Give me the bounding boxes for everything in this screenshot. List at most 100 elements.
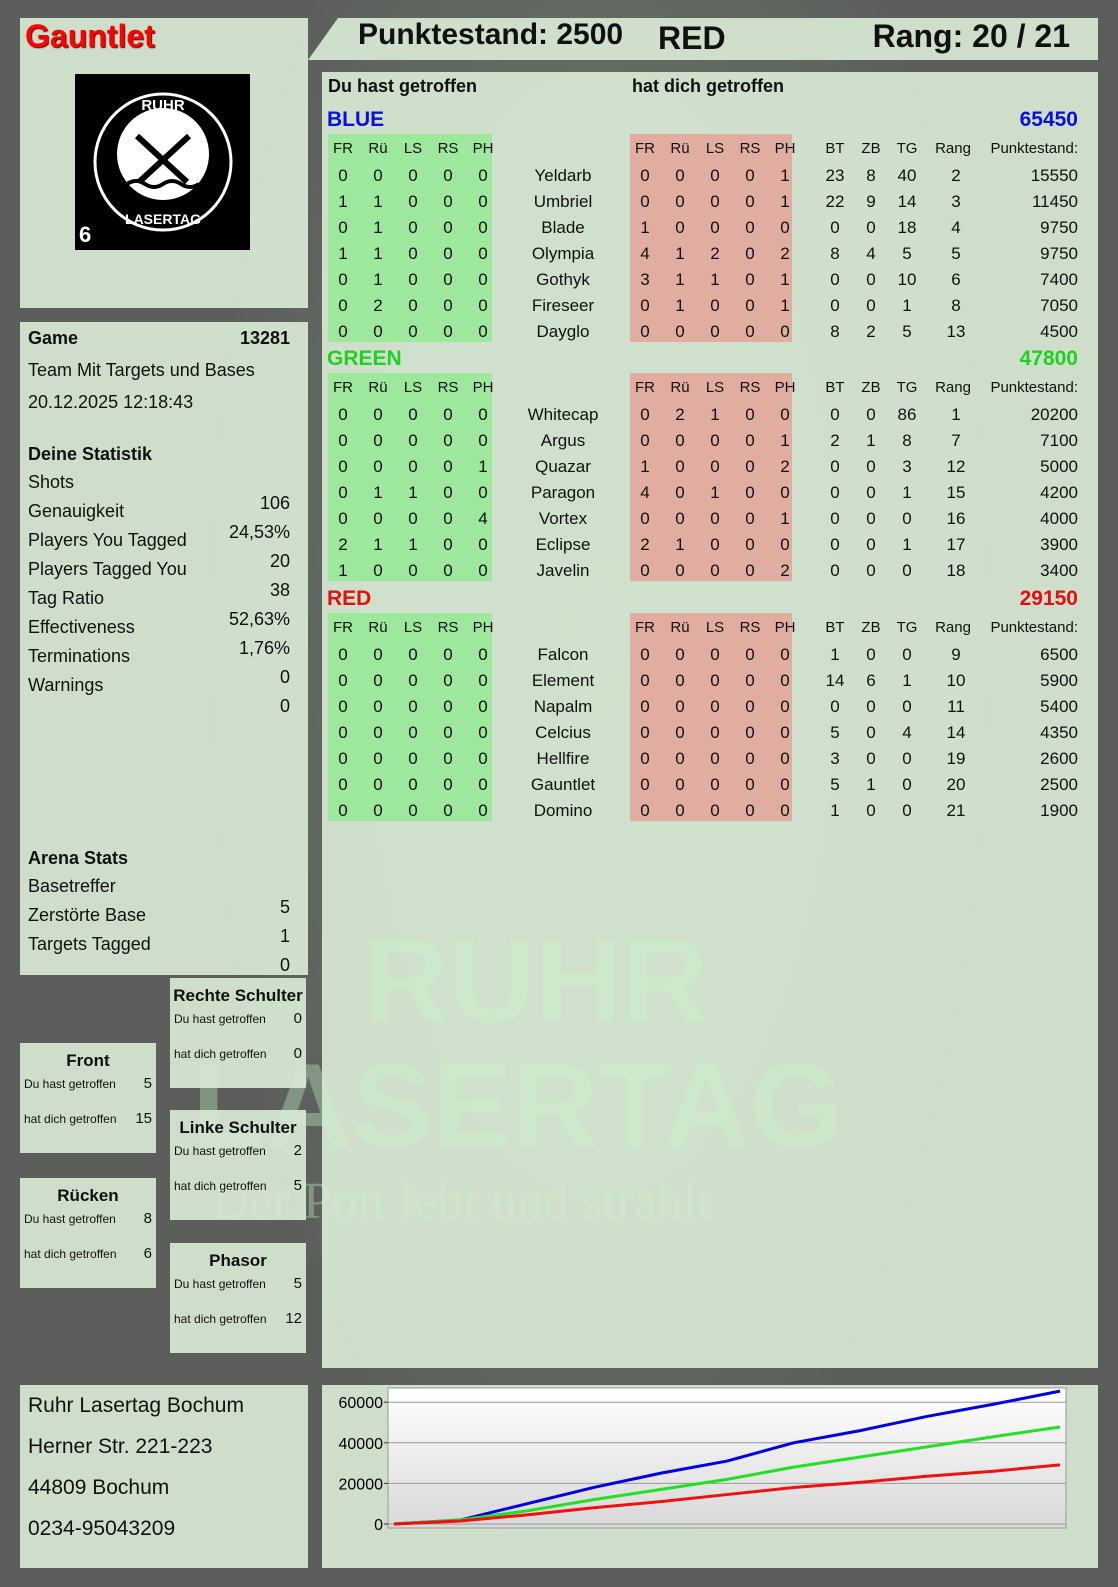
col-header: RS xyxy=(437,140,459,157)
player-score: 5400 xyxy=(1040,697,1078,716)
stat-row: Shots 106 xyxy=(28,472,290,513)
stat-cell: 1 xyxy=(830,801,840,820)
stat-cell: 0 xyxy=(866,270,876,289)
hit-you-cell: 0 xyxy=(745,801,755,820)
stat-value: 0 xyxy=(279,667,290,687)
col-header: PH xyxy=(472,379,494,396)
hit-you-cell: 3 xyxy=(640,270,650,289)
hit-you-cell: 0 xyxy=(675,801,685,820)
stat-cell: 0 xyxy=(830,218,840,237)
hit-you-cell: 0 xyxy=(745,218,755,237)
col-header: Rü xyxy=(670,619,690,636)
hit-you-cell: 0 xyxy=(780,775,790,794)
stat-cell: 0 xyxy=(902,509,912,528)
you-hit-cell: 0 xyxy=(373,509,383,528)
zone-hit-label: Du hast getroffen xyxy=(24,1077,116,1091)
hit-you-cell: 1 xyxy=(640,457,650,476)
hit-you-cell: 0 xyxy=(780,535,790,554)
table-row: 0 0 0 0 0 Element 0 0 0 0 0 14 6 1 10 5900 xyxy=(322,669,1098,695)
hit-you-cell: 0 xyxy=(675,723,685,742)
hit-you-cell: 0 xyxy=(745,483,755,502)
you-hit-cell: 0 xyxy=(338,296,348,315)
hit-you-cell: 0 xyxy=(780,723,790,742)
you-hit-cell: 0 xyxy=(443,296,453,315)
stat-value: 0 xyxy=(279,696,290,716)
player-name: Javelin xyxy=(536,561,590,580)
hit-you-cell: 2 xyxy=(780,561,790,580)
hit-you-cell: 0 xyxy=(710,723,720,742)
hit-you-cell: 0 xyxy=(640,645,650,664)
zone-hit-value: 5 xyxy=(293,1275,302,1292)
table-row: 0 1 0 0 0 Gothyk 3 1 1 0 1 0 0 10 6 7400 xyxy=(322,268,1098,294)
stat-cell: 4 xyxy=(866,244,876,263)
team-name: RED xyxy=(327,587,372,610)
zone-hit-label: Du hast getroffen xyxy=(174,1012,266,1026)
stat-cell: 1 xyxy=(902,535,912,554)
stat-value: 24,53% xyxy=(228,522,290,542)
zone-got-label: hat dich getroffen xyxy=(24,1247,117,1261)
stat-cell: 7 xyxy=(951,431,961,450)
series-line xyxy=(393,1425,1061,1526)
you-hit-cell: 0 xyxy=(478,671,488,690)
col-header: RS xyxy=(739,619,761,636)
you-hit-cell: 0 xyxy=(338,431,348,450)
player-name: Fireseer xyxy=(531,296,595,315)
you-hit-cell: 0 xyxy=(338,457,348,476)
zone-hit-value: 8 xyxy=(143,1210,152,1227)
you-hit-cell: 0 xyxy=(408,723,418,742)
you-hit-cell: 0 xyxy=(478,645,488,664)
hit-you-cell: 0 xyxy=(780,483,790,502)
hit-you-cell: 0 xyxy=(675,192,685,211)
arena-row: Zerstörte Base 1 xyxy=(28,905,290,946)
you-hit-cell: 0 xyxy=(338,671,348,690)
you-hit-cell: 0 xyxy=(408,749,418,768)
player-score: 9750 xyxy=(1040,218,1078,237)
zone-got-value: 6 xyxy=(143,1245,152,1262)
hit-you-cell: 0 xyxy=(675,749,685,768)
you-hit-cell: 0 xyxy=(408,645,418,664)
player-name: Gauntlet xyxy=(25,18,155,54)
stat-label: Players You Tagged xyxy=(28,530,187,550)
table-row: 1 1 0 0 0 Umbriel 0 0 0 0 1 22 9 14 3 11450 xyxy=(322,190,1098,216)
col-header: FR xyxy=(635,619,655,636)
hit-you-cell: 0 xyxy=(780,645,790,664)
stat-cell: 2 xyxy=(951,166,961,185)
watermark-ruhr: RUHR xyxy=(362,914,709,1048)
table-row: 0 0 0 0 1 Quazar 1 0 0 0 2 0 0 3 12 5000 xyxy=(322,455,1098,481)
hit-you-cell: 2 xyxy=(675,405,685,424)
hit-you-cell: 0 xyxy=(675,431,685,450)
stat-cell: 9 xyxy=(866,192,876,211)
you-hit-cell: 0 xyxy=(338,775,348,794)
stat-value: 20 xyxy=(269,551,290,571)
hit-you-cell: 0 xyxy=(675,166,685,185)
hit-you-cell: 4 xyxy=(640,483,650,502)
zone-title: Linke Schulter xyxy=(179,1118,297,1137)
hit-you-cell: 0 xyxy=(640,561,650,580)
stat-cell: 1 xyxy=(902,296,912,315)
player-name: Argus xyxy=(540,431,586,450)
player-score: 9750 xyxy=(1040,244,1078,263)
stat-cell: 4 xyxy=(902,723,912,742)
you-hit-cell: 1 xyxy=(373,270,383,289)
hit-you-cell: 1 xyxy=(675,270,685,289)
hit-you-cell: 0 xyxy=(780,697,790,716)
player-score: 3900 xyxy=(1040,535,1078,554)
you-hit-cell: 4 xyxy=(478,509,488,528)
hit-you-cell: 0 xyxy=(710,431,720,450)
you-hit-cell: 0 xyxy=(338,697,348,716)
col-header-score: Punktestand: xyxy=(990,379,1078,396)
you-hit-cell: 2 xyxy=(338,535,348,554)
stat-cell: 5 xyxy=(902,322,912,341)
col-header: Rang xyxy=(935,379,971,396)
stat-cell: 0 xyxy=(866,535,876,554)
player-score: 5900 xyxy=(1040,671,1078,690)
zone-title: Phasor xyxy=(209,1251,267,1270)
hit-you-cell: 0 xyxy=(745,749,755,768)
zone-hit-label: Du hast getroffen xyxy=(24,1212,116,1226)
you-hit-cell: 0 xyxy=(338,270,348,289)
stat-label: Genauigkeit xyxy=(28,501,125,521)
col-header: LS xyxy=(403,619,423,636)
zone-got-label: hat dich getroffen xyxy=(24,1112,117,1126)
hit-zone-r-cken: Rücken Du hast getroffen 8 hat dich getroff… xyxy=(20,1178,156,1288)
you-hit-cell: 0 xyxy=(373,645,383,664)
